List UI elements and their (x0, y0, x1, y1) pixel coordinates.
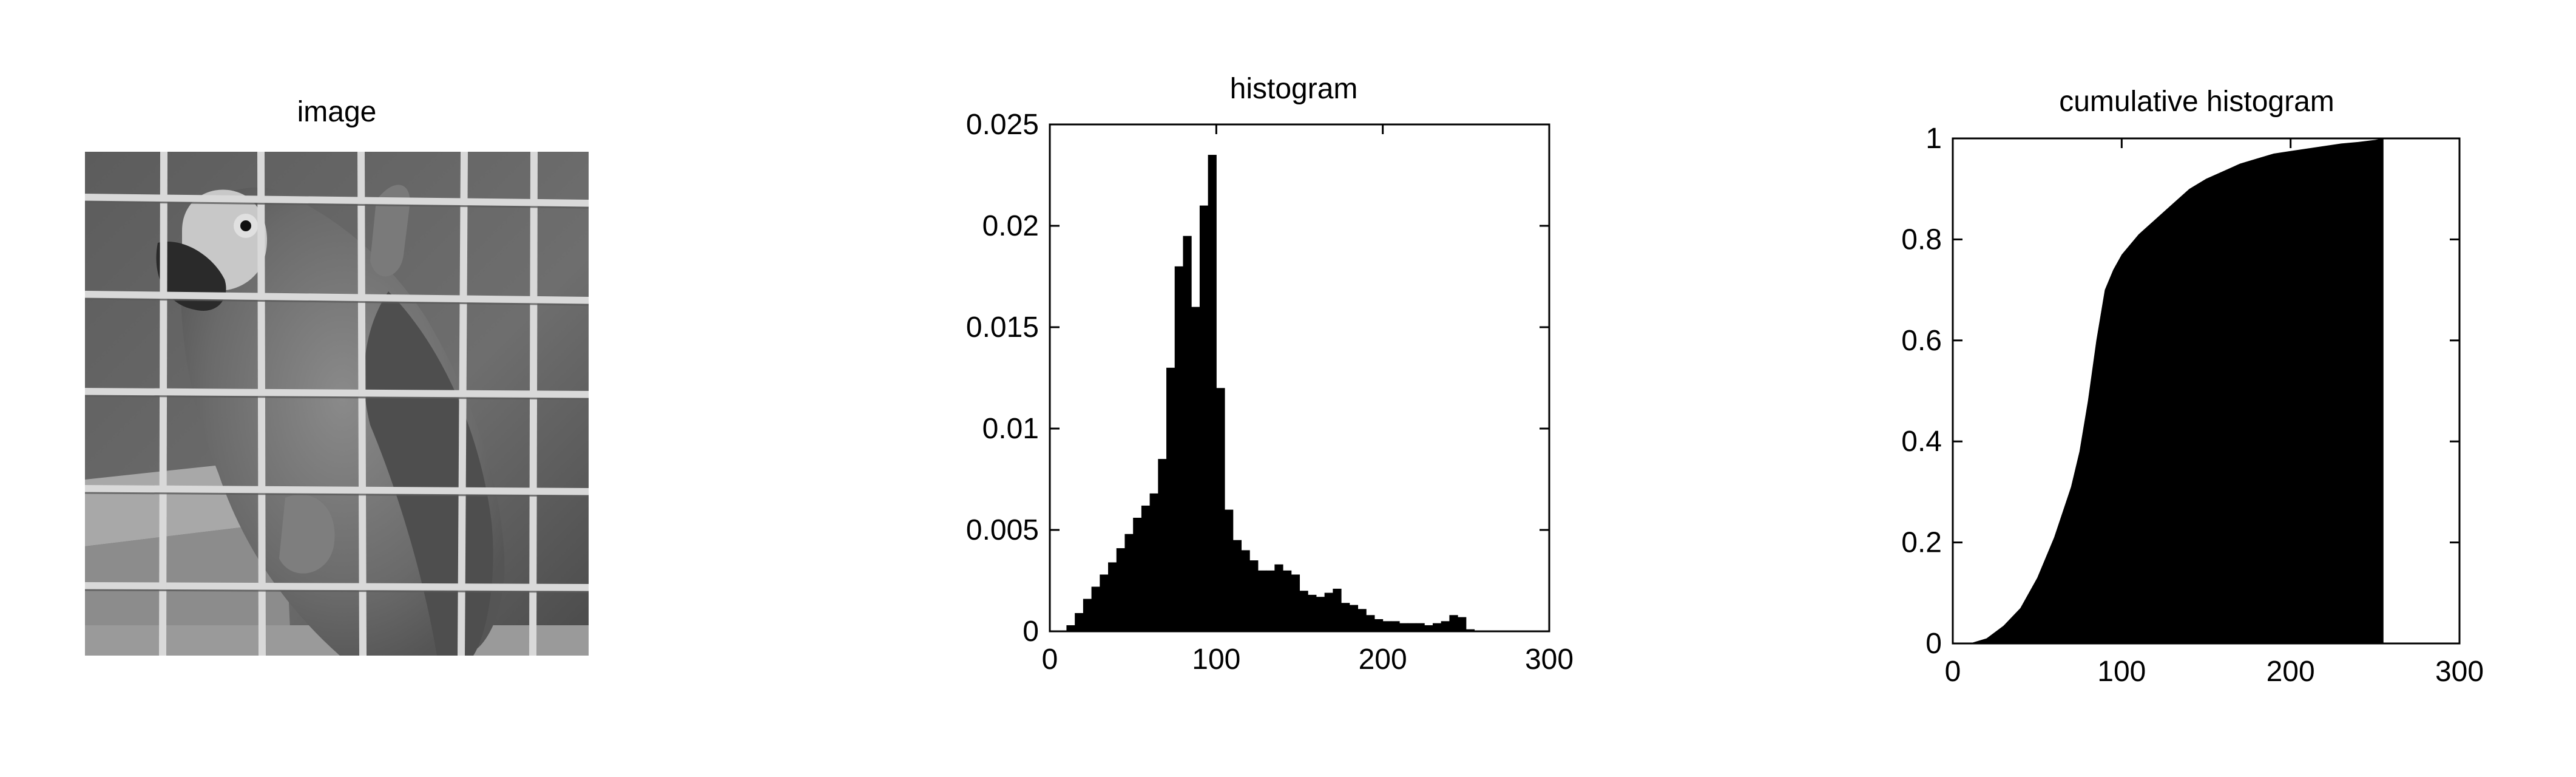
histogram-bar (1324, 592, 1333, 631)
histogram-bar (1141, 505, 1151, 631)
histogram-bar (1199, 205, 1209, 632)
histogram-bar (1308, 594, 1317, 631)
histogram-ytick-label: 0.005 (966, 514, 1039, 546)
histogram-bar (1291, 574, 1300, 631)
histogram-bar (1283, 570, 1292, 631)
histogram-bar (1208, 155, 1217, 632)
histogram-bar (1241, 550, 1250, 631)
histogram-bar (1232, 540, 1242, 631)
histogram-bar (1399, 623, 1408, 631)
image-panel: image (85, 96, 589, 656)
histogram-axes-box (1049, 123, 1550, 633)
histogram-bar (1382, 621, 1391, 631)
histogram-bar (1174, 266, 1183, 631)
image-title: image (297, 96, 377, 128)
histogram-bar (1366, 615, 1375, 631)
histogram-bar (1116, 548, 1125, 631)
cumulative-xtick-label: 300 (2435, 656, 2484, 688)
cumulative-axes-box (1952, 137, 2461, 645)
cumulative-ytick-label: 0.2 (1901, 527, 1942, 559)
histogram-bar (1274, 564, 1283, 631)
histogram-ytick-label: 0.015 (966, 311, 1039, 344)
cumulative-ytick-label: 0.4 (1901, 426, 1942, 458)
cumulative-ytick-label: 1 (1925, 123, 1942, 155)
histogram-xtick-label: 100 (1192, 643, 1240, 676)
parrot-in-cage-photo (85, 152, 589, 656)
cumulative-area (1953, 138, 2384, 643)
histogram-bar (1066, 625, 1075, 631)
histogram-bar (1407, 623, 1417, 631)
histogram-bar (1465, 629, 1475, 631)
histogram-ytick-label: 0.025 (966, 109, 1039, 141)
histogram-bar (1166, 367, 1175, 631)
cumulative-xtick-label: 100 (2097, 656, 2146, 688)
histogram-bar (1216, 388, 1225, 631)
histogram-ticks: 0 100 200 300 0 0.005 0.01 0.015 0.02 0.025 (966, 109, 1574, 676)
histogram-xtick-label: 300 (1525, 643, 1574, 676)
histogram-bar (1183, 236, 1192, 631)
histogram-bar (1341, 603, 1350, 631)
histogram-title: histogram (1230, 73, 1358, 105)
cumulative-ticks: 0 100 200 300 0 0.2 0.4 0.6 0.8 1 (1901, 123, 2484, 688)
histogram-bar (1333, 588, 1342, 631)
histogram-bar (1357, 609, 1367, 631)
histogram-bar (1100, 574, 1109, 631)
histogram-xtick-label: 0 (1042, 643, 1058, 676)
histogram-bar (1424, 625, 1433, 631)
histogram-bars (1066, 155, 1475, 632)
histogram-bar (1458, 617, 1467, 631)
histogram-bar (1108, 562, 1117, 631)
histogram-bar (1191, 307, 1200, 632)
histogram-bar (1432, 623, 1442, 631)
histogram-ytick-label: 0.02 (982, 210, 1039, 242)
histogram-bar (1441, 621, 1450, 631)
histogram-bar (1225, 509, 1234, 631)
histogram-bar (1299, 591, 1308, 631)
cumulative-histogram-title: cumulative histogram (2059, 86, 2334, 118)
histogram-bar (1266, 570, 1275, 631)
histogram-bar (1316, 597, 1325, 631)
histogram-bar (1249, 560, 1259, 631)
histogram-bar (1083, 599, 1092, 631)
histogram-bar (1391, 621, 1400, 631)
histogram-xtick-label: 200 (1359, 643, 1407, 676)
cumulative-ytick-label: 0.6 (1901, 325, 1942, 357)
cumulative-xtick-label: 200 (2267, 656, 2315, 688)
histogram-bar (1149, 493, 1158, 631)
histogram-bar (1449, 615, 1458, 631)
histogram-bar (1158, 459, 1167, 631)
histogram-bar (1349, 605, 1359, 631)
cumulative-ytick-label: 0.8 (1901, 223, 1942, 256)
cumulative-xtick-label: 0 (1945, 656, 1961, 688)
histogram-bar (1416, 623, 1425, 631)
histogram-ytick-label: 0 (1023, 616, 1039, 648)
histogram-bar (1075, 612, 1084, 631)
histogram-panel: histogram 0 100 200 30000.0050.010.0150.020… (966, 73, 1574, 676)
cumulative-ytick-label: 0 (1925, 628, 1942, 660)
histogram-bar (1257, 570, 1267, 631)
histogram-bar (1091, 586, 1100, 631)
histogram-ytick-label: 0.01 (982, 413, 1039, 445)
cumulative-histogram-panel: cumulative histogram 0 100 200 300 0 0.2 0.4 0.… (1901, 86, 2484, 688)
histogram-bar (1124, 534, 1134, 631)
histogram-bar (1374, 619, 1384, 631)
histogram-bar (1133, 517, 1142, 631)
